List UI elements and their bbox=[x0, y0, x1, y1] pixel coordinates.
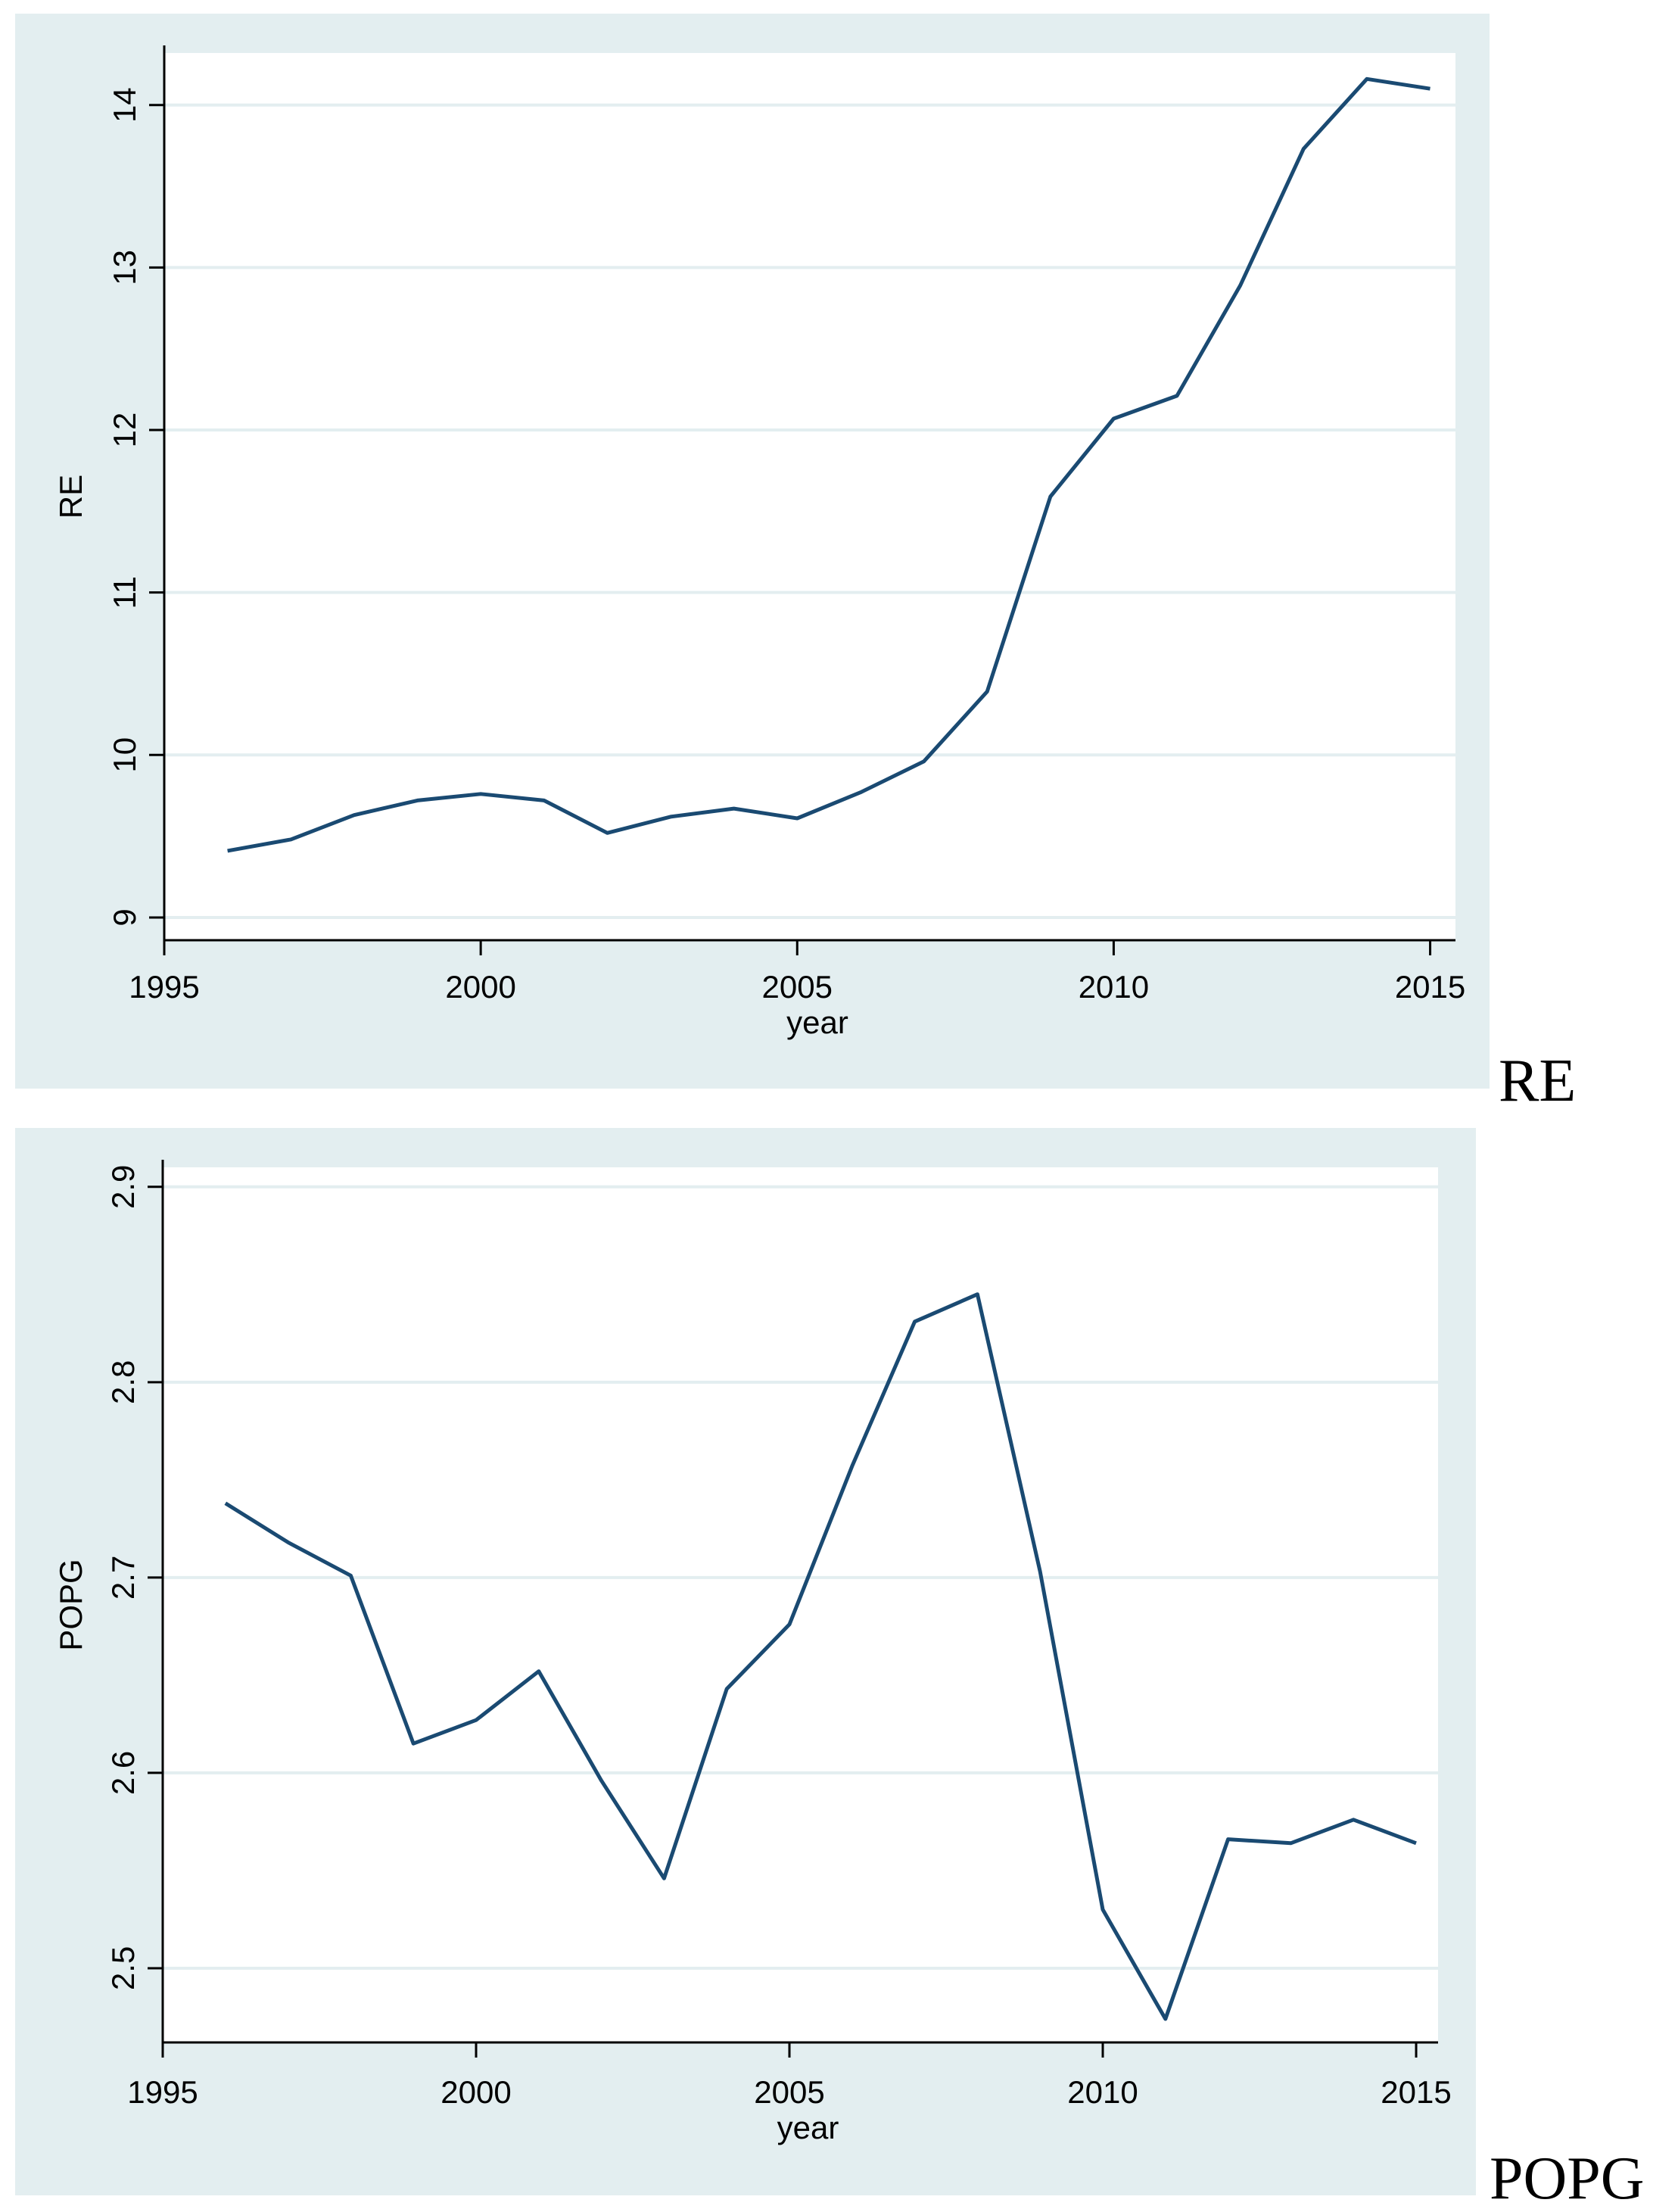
re-y-tick-label: 9 bbox=[107, 908, 142, 926]
popg-plot-area bbox=[163, 1167, 1438, 2042]
popg-y-tick-label: 2.9 bbox=[105, 1165, 141, 1209]
chart-re: 9 10 11 12 13 14 1995 2000 2005 2010 2015 year RE bbox=[53, 45, 1465, 1040]
re-x-tick-label: 2000 bbox=[445, 969, 515, 1005]
re-y-tick-label: 11 bbox=[107, 576, 142, 609]
re-x-tick-label: 2015 bbox=[1395, 969, 1465, 1005]
popg-x-tick-label: 2000 bbox=[441, 2074, 511, 2110]
chart-popg-caption: POPG bbox=[1490, 2145, 1645, 2212]
popg-y-tick-label: 2.6 bbox=[105, 1751, 141, 1795]
popg-y-tick-label: 2.8 bbox=[105, 1360, 141, 1404]
popg-x-tick-label: 1995 bbox=[127, 2074, 198, 2110]
re-y-tick-label: 13 bbox=[107, 250, 142, 285]
re-y-tick-label: 10 bbox=[107, 737, 142, 773]
re-y-axis-title: RE bbox=[53, 475, 89, 519]
chart-re-caption: RE bbox=[1499, 1048, 1577, 1114]
popg-x-tick-label: 2005 bbox=[754, 2074, 824, 2110]
re-x-tick-label: 2005 bbox=[762, 969, 833, 1005]
re-series-line bbox=[227, 76, 1431, 853]
re-x-tick-label: 2010 bbox=[1079, 969, 1149, 1005]
re-x-tick-label: 1995 bbox=[129, 969, 199, 1005]
popg-x-axis-title: year bbox=[777, 2110, 839, 2145]
popg-y-tick-label: 2.7 bbox=[105, 1556, 141, 1600]
popg-y-axis-title: POPG bbox=[53, 1559, 89, 1650]
popg-y-tick-label: 2.5 bbox=[105, 1946, 141, 1990]
popg-x-tick-label: 2015 bbox=[1381, 2074, 1451, 2110]
popg-x-tick-label: 2010 bbox=[1067, 2074, 1138, 2110]
re-plot-area bbox=[164, 53, 1455, 940]
re-x-axis-title: year bbox=[786, 1005, 848, 1040]
re-y-tick-label: 14 bbox=[107, 87, 142, 123]
re-y-tick-label: 12 bbox=[107, 413, 142, 448]
popg-series-line bbox=[224, 1292, 1417, 2021]
